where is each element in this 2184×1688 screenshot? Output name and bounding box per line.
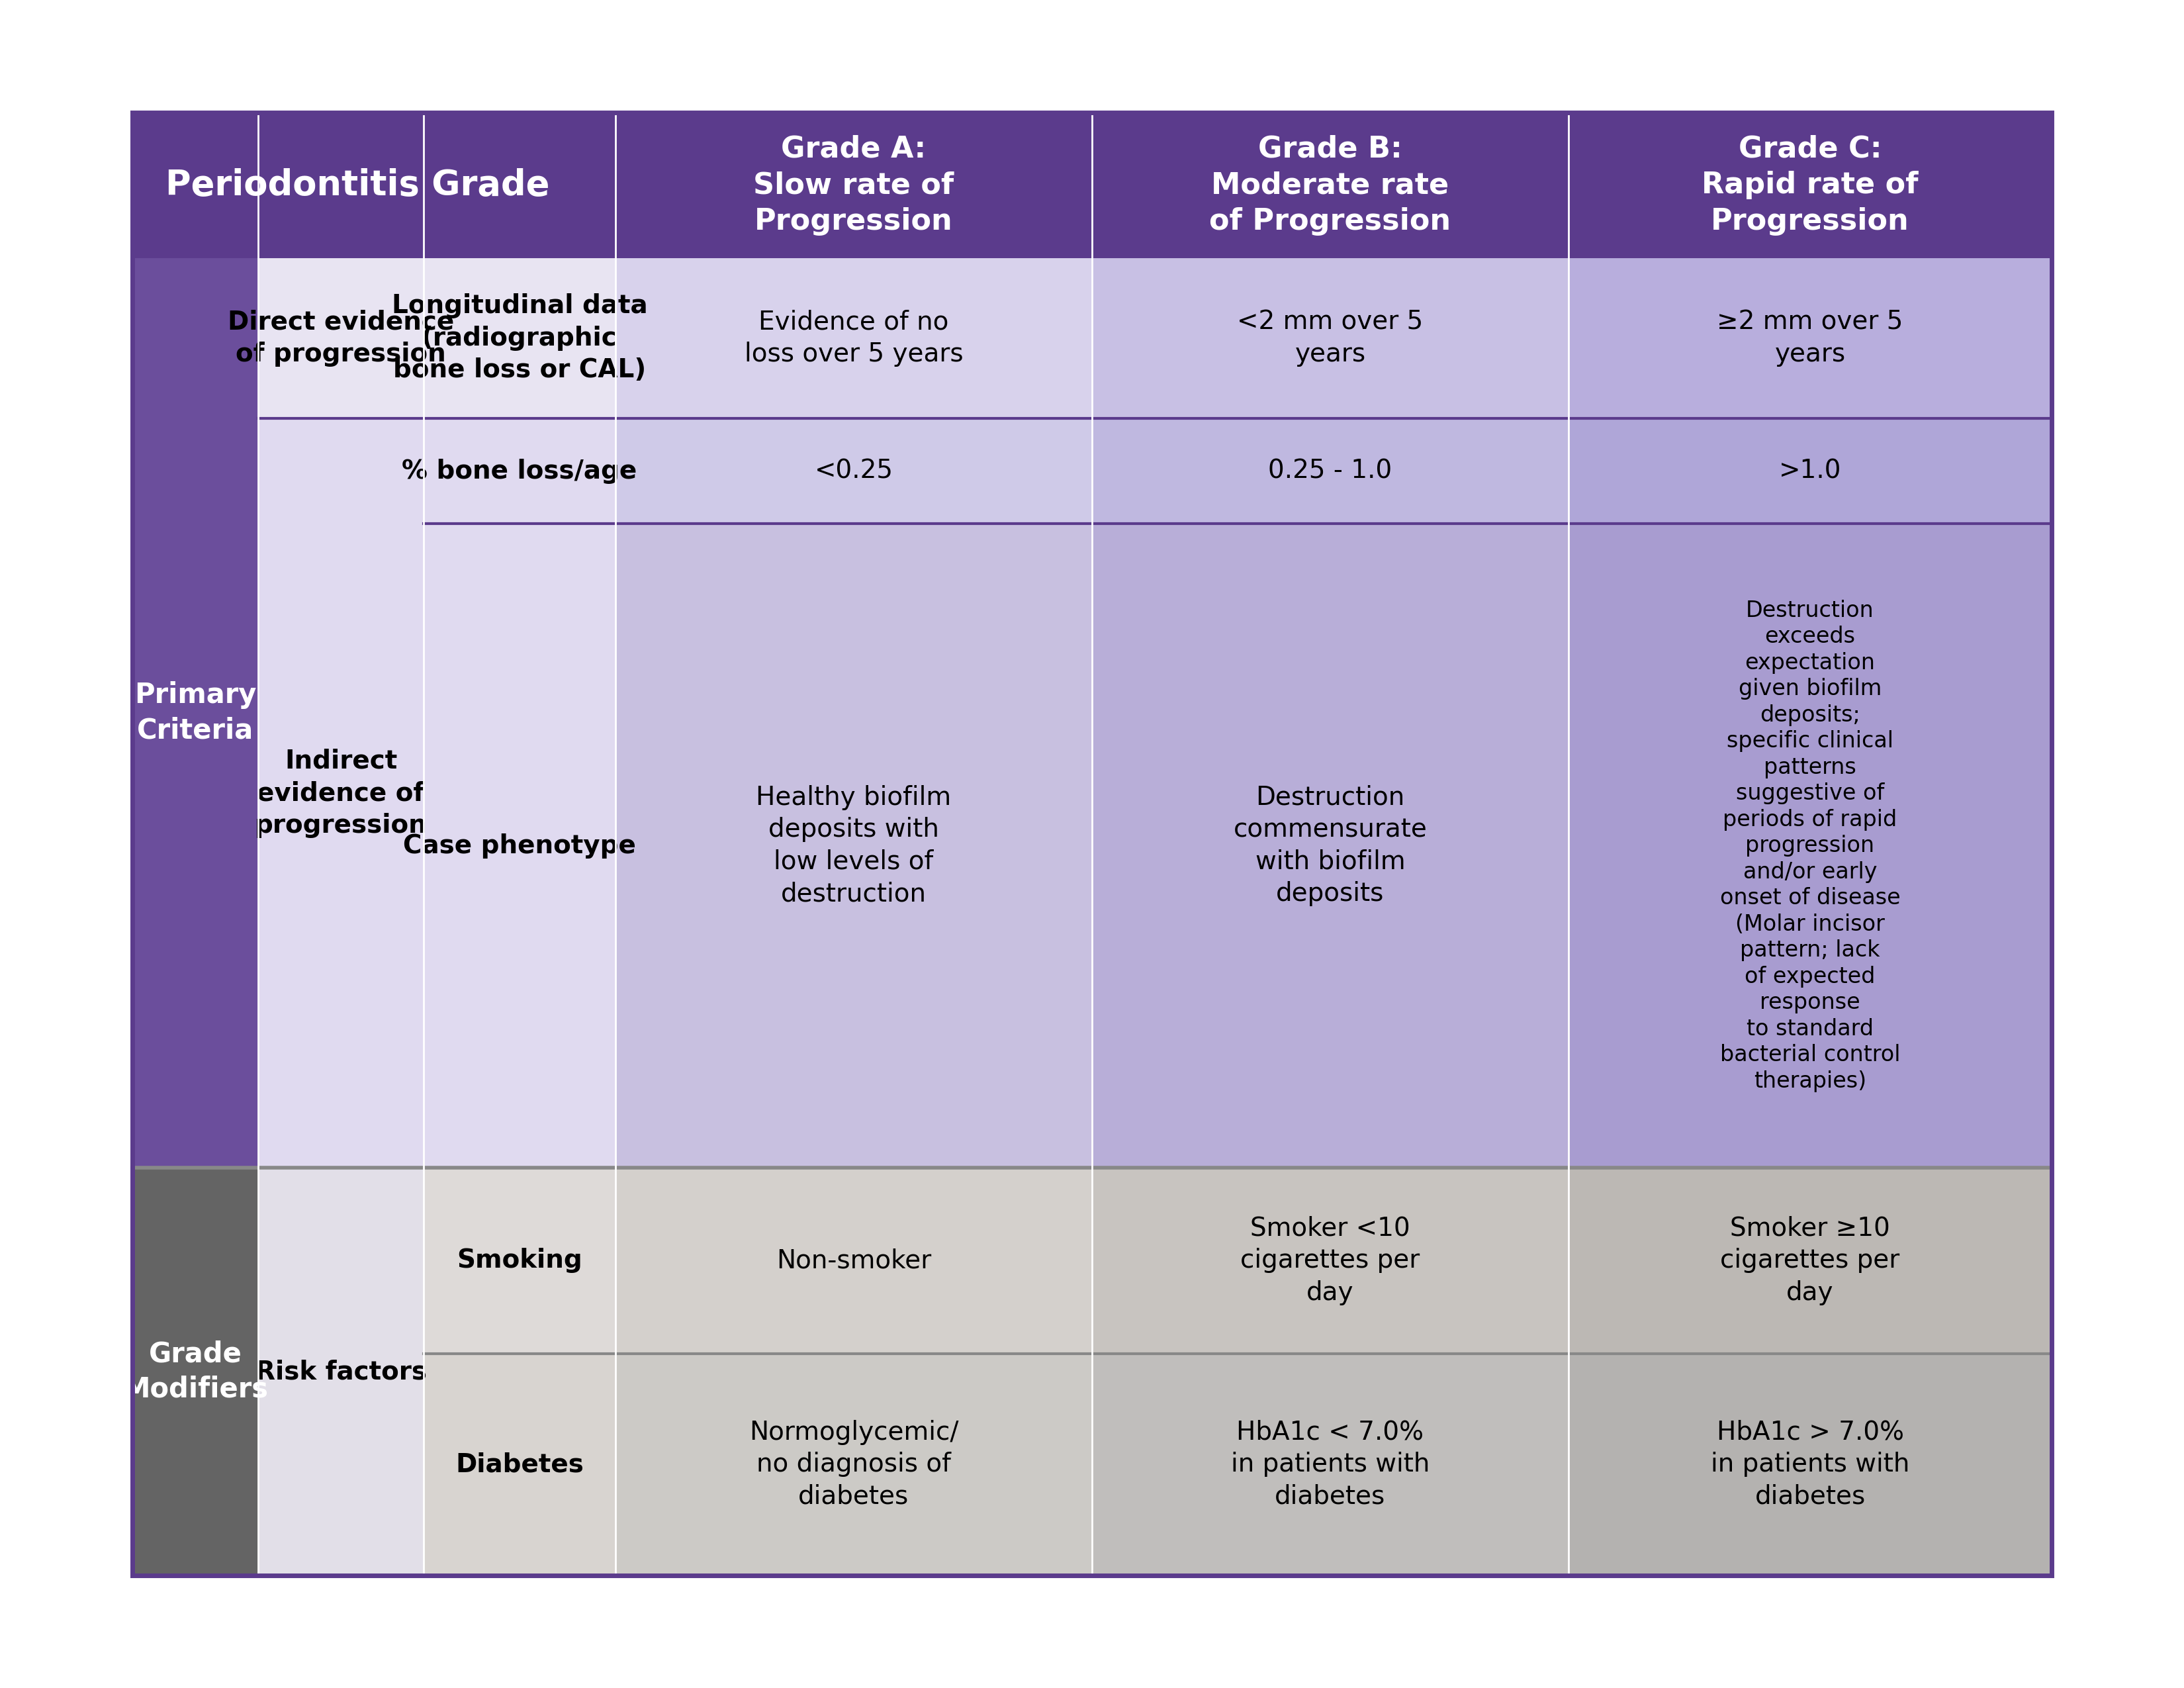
Bar: [133, 113, 2051, 258]
Text: Healthy biofilm
deposits with
low levels of
destruction: Healthy biofilm deposits with low levels…: [756, 785, 952, 906]
Text: Risk factors: Risk factors: [256, 1359, 426, 1384]
Text: Periodontitis Grade: Periodontitis Grade: [166, 169, 550, 203]
Bar: [133, 258, 258, 1168]
Bar: [133, 1168, 258, 1575]
Bar: [1568, 1168, 2051, 1354]
Text: 0.25 - 1.0: 0.25 - 1.0: [1269, 459, 1391, 483]
Bar: [258, 419, 424, 1168]
Bar: [258, 1168, 424, 1575]
Text: % bone loss/age: % bone loss/age: [402, 459, 638, 483]
Bar: [424, 258, 616, 419]
Text: >1.0: >1.0: [1778, 459, 1841, 483]
Bar: [1092, 1168, 1568, 1354]
Text: Primary
Criteria: Primary Criteria: [133, 682, 256, 744]
Bar: [424, 1354, 616, 1575]
Text: Grade
Modifiers: Grade Modifiers: [122, 1340, 269, 1403]
Bar: [616, 419, 1092, 523]
Text: Destruction
commensurate
with biofilm
deposits: Destruction commensurate with biofilm de…: [1234, 785, 1426, 906]
Text: Longitudinal data
(radiographic
bone loss or CAL): Longitudinal data (radiographic bone los…: [391, 294, 646, 383]
Bar: [1092, 1354, 1568, 1575]
Text: Grade B:
Moderate rate
of Progression: Grade B: Moderate rate of Progression: [1210, 135, 1450, 236]
Text: Smoker ≥10
cigarettes per
day: Smoker ≥10 cigarettes per day: [1721, 1215, 1900, 1305]
Bar: [616, 258, 1092, 419]
Text: Direct evidence
of progression: Direct evidence of progression: [227, 309, 454, 366]
Bar: [1568, 258, 2051, 419]
Bar: [1092, 419, 1568, 523]
Bar: [1092, 523, 1568, 1168]
Bar: [1568, 1354, 2051, 1575]
Text: Grade C:
Rapid rate of
Progression: Grade C: Rapid rate of Progression: [1701, 135, 1918, 236]
Text: Normoglycemic/
no diagnosis of
diabetes: Normoglycemic/ no diagnosis of diabetes: [749, 1420, 959, 1509]
Text: Destruction
exceeds
expectation
given biofilm
deposits;
specific clinical
patter: Destruction exceeds expectation given bi…: [1719, 599, 1900, 1092]
Text: <2 mm over 5
years: <2 mm over 5 years: [1236, 309, 1424, 366]
Bar: [258, 258, 424, 419]
Text: Evidence of no
loss over 5 years: Evidence of no loss over 5 years: [745, 309, 963, 366]
Text: Indirect
evidence of
progression: Indirect evidence of progression: [256, 748, 428, 837]
Bar: [424, 1168, 616, 1354]
Text: HbA1c < 7.0%
in patients with
diabetes: HbA1c < 7.0% in patients with diabetes: [1232, 1420, 1431, 1509]
Text: Smoking: Smoking: [456, 1247, 583, 1273]
Bar: [1568, 419, 2051, 523]
Bar: [616, 1354, 1092, 1575]
Text: HbA1c > 7.0%
in patients with
diabetes: HbA1c > 7.0% in patients with diabetes: [1710, 1420, 1909, 1509]
Bar: [616, 1168, 1092, 1354]
Text: Grade A:
Slow rate of
Progression: Grade A: Slow rate of Progression: [753, 135, 954, 236]
Bar: [424, 419, 616, 523]
Text: Diabetes: Diabetes: [456, 1452, 583, 1477]
Text: ≥2 mm over 5
years: ≥2 mm over 5 years: [1717, 309, 1902, 366]
Bar: [424, 523, 616, 1168]
Bar: [1092, 258, 1568, 419]
Bar: [1568, 523, 2051, 1168]
Text: <0.25: <0.25: [815, 459, 893, 483]
Bar: [133, 113, 2051, 1575]
Bar: [616, 523, 1092, 1168]
Text: Smoker <10
cigarettes per
day: Smoker <10 cigarettes per day: [1241, 1215, 1420, 1305]
Text: Case phenotype: Case phenotype: [404, 834, 636, 859]
Text: Non-smoker: Non-smoker: [775, 1247, 930, 1273]
